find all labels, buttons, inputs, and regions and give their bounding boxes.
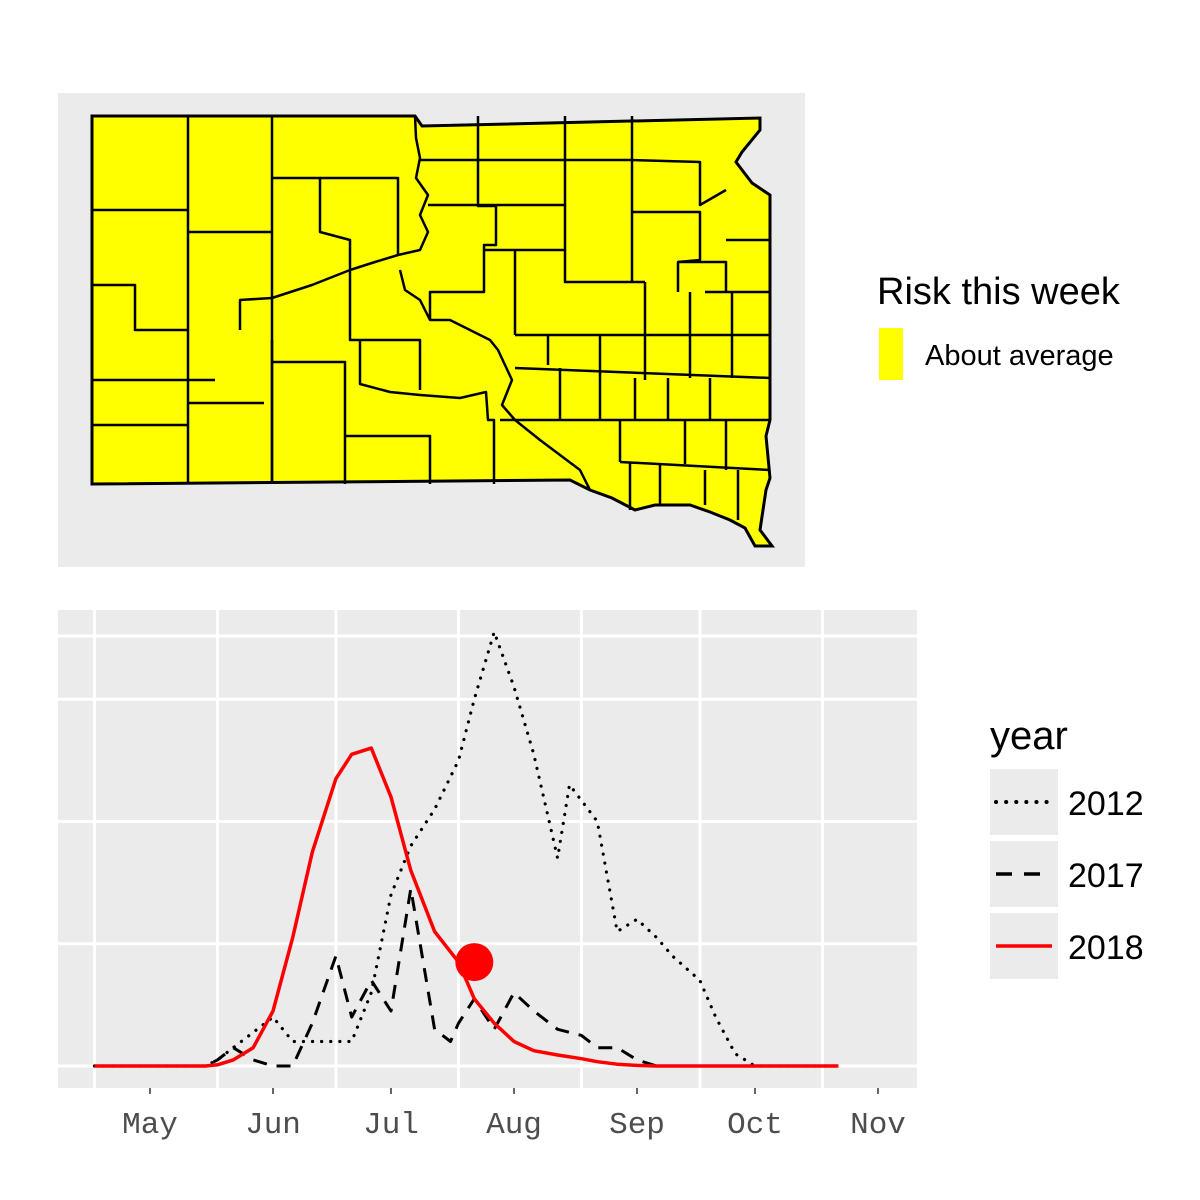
- x-tick-label: Jun: [245, 1108, 301, 1143]
- county-boundary: [420, 158, 498, 320]
- map-legend-title: Risk this week: [877, 271, 1120, 313]
- x-tick-label: Jul: [363, 1108, 419, 1143]
- county-boundary: [476, 116, 567, 205]
- x-tick-label: Nov: [850, 1108, 906, 1143]
- chart-legend-title: year: [990, 714, 1068, 758]
- county-boundary: [272, 176, 352, 270]
- county-boundary: [320, 176, 400, 255]
- county-boundary: [630, 116, 727, 207]
- county-map: [90, 114, 775, 548]
- county-boundary: [563, 116, 634, 282]
- county-boundary: [348, 270, 422, 390]
- county-boundary: [484, 248, 645, 284]
- map-legend-item: About average: [877, 328, 1177, 380]
- legend-key-2017: [990, 841, 1058, 907]
- county-boundary: [238, 115, 430, 330]
- map-panel: [58, 93, 805, 567]
- x-tick-label: Aug: [486, 1108, 542, 1143]
- line-chart: May Jun Jul Aug Sep Oct Nov: [58, 610, 917, 1143]
- state-outline: [90, 114, 775, 548]
- legend-key-2018: [990, 913, 1058, 979]
- legend-label-2017: 2017: [1068, 857, 1144, 895]
- series-line-2018: [94, 746, 839, 1068]
- x-tick-label: Sep: [609, 1108, 665, 1143]
- map-legend: Risk this week About average: [877, 270, 1120, 380]
- county-boundary: [358, 340, 421, 397]
- x-axis: May Jun Jul Aug Sep Oct Nov: [122, 1088, 906, 1143]
- chart-legend: year 2012 2017 2018: [988, 712, 1188, 992]
- county-boundary: [419, 390, 496, 484]
- legend-label-2018: 2018: [1068, 929, 1144, 967]
- county-boundary: [619, 460, 771, 472]
- county-boundary: [514, 366, 771, 380]
- x-tick-label: Oct: [727, 1108, 783, 1143]
- legend-key-2012: [990, 769, 1058, 835]
- county-boundary: [428, 203, 567, 250]
- county-boundary: [92, 283, 188, 332]
- county-boundary: [272, 360, 347, 484]
- map-legend-label: About average: [925, 340, 1114, 372]
- legend-label-2012: 2012: [1068, 785, 1144, 823]
- county-boundary: [345, 434, 432, 484]
- plot-panel: [58, 610, 917, 1088]
- map-legend-swatch: [879, 328, 903, 380]
- x-tick-label: May: [122, 1108, 178, 1143]
- county-boundary: [678, 260, 728, 292]
- county-boundary: [398, 269, 592, 491]
- current-week-point: [455, 943, 494, 982]
- county-boundaries: [92, 115, 771, 520]
- series-line-2017: [94, 887, 839, 1068]
- county-boundary: [632, 210, 702, 292]
- state-fill: [90, 114, 775, 548]
